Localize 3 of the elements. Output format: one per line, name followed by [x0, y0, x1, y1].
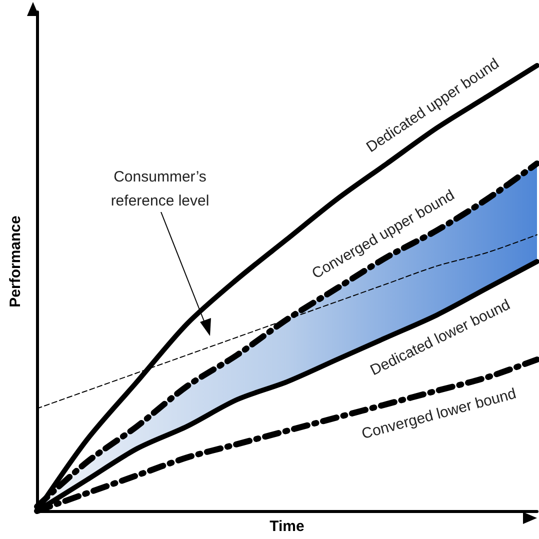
annotation: Consummer’s reference level	[110, 168, 210, 210]
x-axis-title: Time	[270, 518, 304, 535]
y-axis-title: Performance	[7, 216, 24, 308]
